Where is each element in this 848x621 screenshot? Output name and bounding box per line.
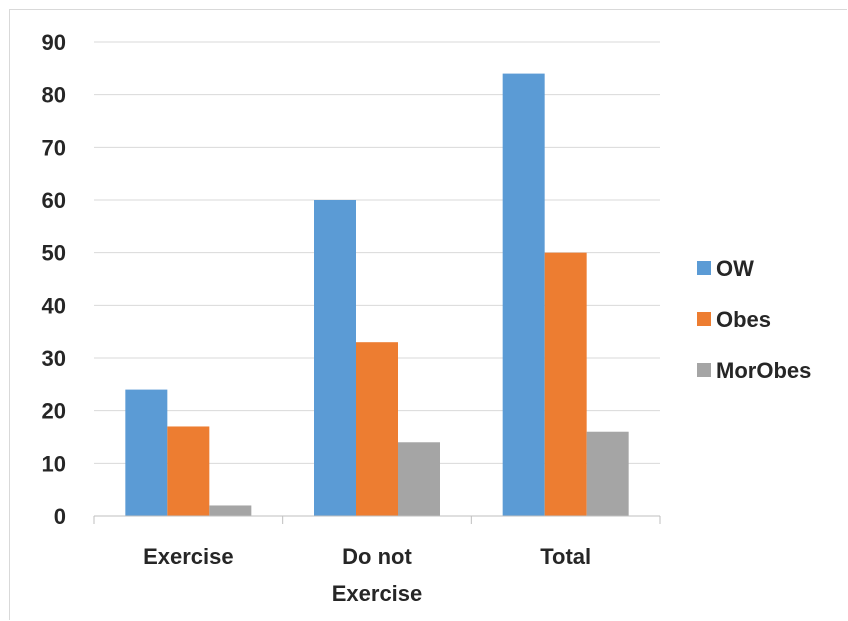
y-tick-label-10: 10 (42, 451, 66, 476)
legend-label-ow: OW (716, 256, 754, 281)
legend-swatch-ow (697, 261, 711, 275)
bar-ow-total (502, 73, 545, 516)
y-tick-label-0: 0 (54, 504, 66, 529)
y-tick-label-40: 40 (42, 293, 66, 318)
bar-morobes-exercise (209, 505, 252, 516)
y-tick-label-60: 60 (42, 188, 66, 213)
bar-morobes-total (586, 431, 629, 516)
bar-ow-exercise (125, 389, 168, 516)
y-tick-label-80: 80 (42, 83, 66, 108)
y-axis-tick-labels: 0 10 20 30 40 50 60 70 80 90 (42, 30, 66, 529)
legend-swatch-morobes (697, 363, 711, 377)
y-tick-label-70: 70 (42, 135, 66, 160)
x-category-label: Total (540, 544, 591, 569)
y-tick-label-20: 20 (42, 399, 66, 424)
x-category-label: Exercise (143, 544, 234, 569)
bar-obes-do-not-exercise (356, 342, 398, 516)
x-category-label: Do not Exercise (332, 544, 423, 606)
legend-label-obes: Obes (716, 307, 771, 332)
x-axis (93, 515, 661, 524)
legend-label-morobes: MorObes (716, 358, 811, 383)
legend: OW Obes MorObes (697, 256, 811, 383)
y-tick-label-30: 30 (42, 346, 66, 371)
bars (125, 73, 629, 516)
bar-ow-do-not-exercise (314, 200, 356, 516)
x-axis-category-labels: Exercise Do not Exercise Total (143, 544, 591, 606)
y-tick-label-90: 90 (42, 30, 66, 55)
bar-obes-total (544, 252, 587, 516)
bar-obes-exercise (167, 426, 210, 516)
chart-frame (9, 9, 847, 620)
legend-swatch-obes (697, 312, 711, 326)
bar-morobes-do-not-exercise (398, 442, 440, 516)
y-tick-label-50: 50 (42, 241, 66, 266)
